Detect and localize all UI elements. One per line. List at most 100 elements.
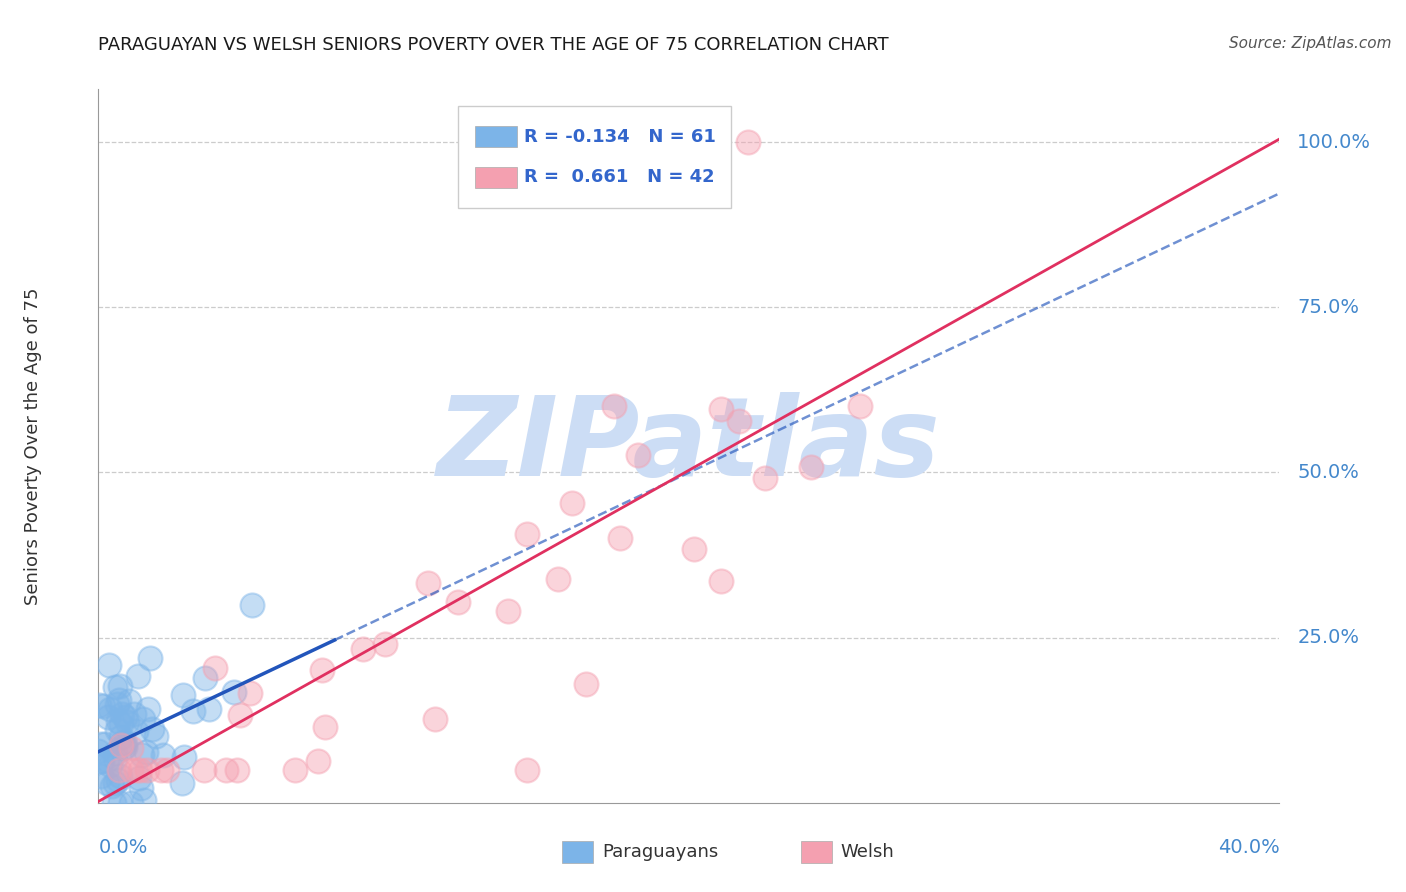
Point	[96, 776, 118, 790]
Point	[516, 763, 538, 777]
Point	[754, 471, 776, 485]
Point	[603, 400, 626, 414]
Point	[108, 769, 131, 783]
Point	[131, 747, 153, 762]
Point	[111, 706, 134, 721]
Text: 40.0%: 40.0%	[1218, 838, 1279, 857]
Point	[136, 702, 159, 716]
Point	[501, 135, 523, 149]
Point	[132, 793, 155, 807]
Point	[727, 414, 749, 428]
Point	[97, 710, 120, 724]
Point	[110, 738, 132, 752]
Point	[100, 758, 122, 772]
Point	[284, 763, 307, 777]
Text: R =  0.661   N = 42: R = 0.661 N = 42	[524, 169, 714, 186]
Point	[115, 715, 138, 730]
Point	[172, 689, 194, 703]
Point	[574, 677, 596, 691]
Point	[239, 686, 262, 700]
Point	[307, 754, 329, 768]
Point	[128, 771, 150, 785]
Point	[423, 712, 446, 726]
Text: 100.0%: 100.0%	[1298, 133, 1371, 152]
Text: Welsh: Welsh	[841, 843, 894, 861]
Point	[117, 694, 139, 708]
Point	[93, 699, 115, 714]
Point	[89, 698, 111, 713]
Text: 0.0%: 0.0%	[98, 838, 148, 857]
Point	[152, 748, 174, 763]
Point	[108, 763, 131, 777]
Text: R = -0.134   N = 61: R = -0.134 N = 61	[524, 128, 716, 145]
Point	[111, 735, 134, 749]
Text: 25.0%: 25.0%	[1298, 628, 1360, 647]
Point	[87, 744, 110, 758]
Point	[141, 722, 163, 736]
Point	[107, 714, 129, 728]
Point	[352, 642, 374, 657]
Point	[98, 657, 121, 672]
Point	[627, 448, 650, 462]
Point	[114, 710, 136, 724]
Point	[103, 796, 125, 810]
Point	[710, 574, 733, 588]
Point	[229, 707, 252, 722]
Point	[120, 741, 142, 756]
Point	[145, 730, 167, 744]
Text: 75.0%: 75.0%	[1298, 298, 1360, 317]
Point	[314, 720, 336, 734]
Point	[226, 763, 249, 777]
Point	[103, 680, 125, 694]
Point	[132, 712, 155, 726]
Point	[114, 736, 136, 750]
Point	[90, 754, 112, 768]
Point	[104, 751, 127, 765]
Point	[100, 779, 122, 793]
Point	[94, 738, 117, 752]
Point	[120, 796, 142, 810]
Point	[107, 772, 129, 787]
Point	[311, 663, 333, 677]
Point	[98, 701, 121, 715]
Point	[129, 780, 152, 795]
Point	[122, 706, 145, 721]
Point	[516, 527, 538, 541]
Point	[96, 753, 118, 767]
Point	[496, 604, 519, 618]
Point	[194, 671, 217, 685]
Point	[561, 496, 583, 510]
Point	[125, 723, 148, 738]
Text: Paraguayans: Paraguayans	[602, 843, 718, 861]
Point	[108, 679, 131, 693]
Text: PARAGUAYAN VS WELSH SENIORS POVERTY OVER THE AGE OF 75 CORRELATION CHART: PARAGUAYAN VS WELSH SENIORS POVERTY OVER…	[98, 36, 889, 54]
Point	[139, 651, 162, 665]
Point	[120, 763, 142, 777]
Point	[156, 763, 179, 777]
Point	[710, 402, 733, 417]
Point	[173, 750, 195, 764]
Point	[110, 730, 132, 744]
Point	[849, 400, 872, 414]
Point	[416, 575, 439, 590]
Point	[181, 704, 204, 718]
Point	[90, 769, 112, 783]
Point	[129, 763, 152, 777]
Point	[447, 595, 470, 609]
Point	[135, 763, 157, 777]
Point	[150, 763, 173, 777]
Point	[240, 598, 263, 612]
Point	[374, 637, 396, 651]
Text: ZIPatlas: ZIPatlas	[437, 392, 941, 500]
Point	[104, 776, 127, 790]
Point	[222, 685, 245, 699]
Point	[108, 692, 131, 706]
Text: 50.0%: 50.0%	[1298, 463, 1360, 482]
Point	[114, 739, 136, 754]
Point	[110, 717, 132, 731]
Point	[90, 737, 112, 751]
Text: Seniors Poverty Over the Age of 75: Seniors Poverty Over the Age of 75	[24, 287, 42, 605]
Point	[112, 740, 135, 755]
Point	[800, 460, 823, 475]
Point	[683, 541, 706, 556]
